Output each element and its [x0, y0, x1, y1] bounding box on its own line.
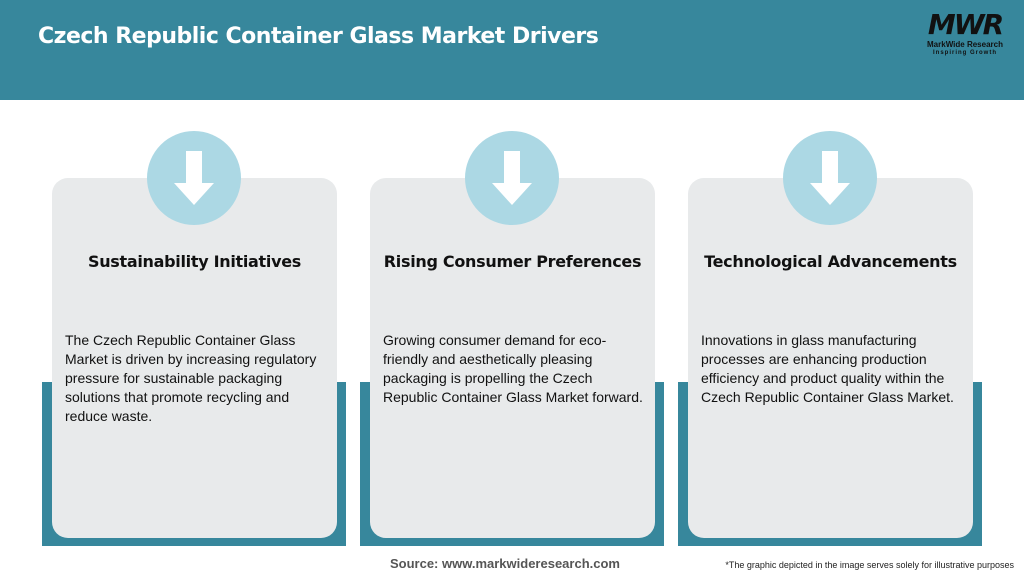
card-title: Technological Advancements [704, 252, 957, 271]
card-title: Sustainability Initiatives [87, 252, 301, 271]
driver-card [52, 178, 337, 538]
logo-tagline: Inspiring Growth [933, 50, 997, 56]
logo: MWR MarkWide Research Inspiring Growth [922, 10, 1008, 57]
arrow-down-icon [174, 151, 214, 205]
card-text: The Czech Republic Container Glass Marke… [65, 332, 317, 424]
header-banner: Czech Republic Container Glass Market Dr… [0, 0, 1024, 100]
card-text: Innovations in glass manufacturing proce… [701, 332, 954, 405]
arrow-down-icon [492, 151, 532, 205]
logo-name: MarkWide Research [927, 40, 1003, 49]
card-title: Rising Consumer Preferences [383, 252, 642, 271]
page-title: Czech Republic Container Glass Market Dr… [38, 24, 599, 49]
source-text: Source: www.markwideresearch.com [389, 556, 620, 571]
card-text: Growing consumer demand for eco-friendly… [383, 332, 643, 405]
disclaimer-text: *The graphic depicted in the image serve… [725, 560, 1014, 570]
logo-mark: MWR [927, 8, 1004, 41]
arrow-down-icon [810, 151, 850, 205]
icon-circle [147, 131, 241, 225]
driver-card [370, 178, 655, 538]
icon-circle [783, 131, 877, 225]
icon-circle [465, 131, 559, 225]
driver-card [688, 178, 973, 538]
